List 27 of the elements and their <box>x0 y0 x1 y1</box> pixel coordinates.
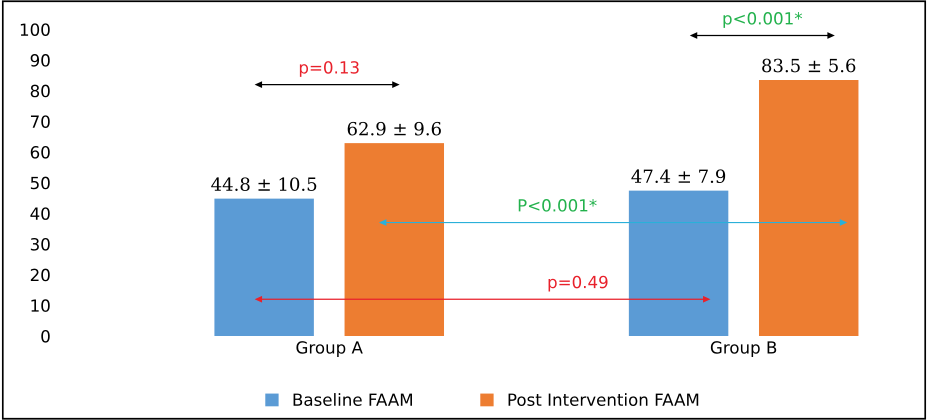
y-tick-label: 80 <box>30 84 50 98</box>
data-label: 83.5 ± 5.6 <box>762 58 856 72</box>
y-tick-label: 50 <box>30 176 50 190</box>
legend-label: Post Intervention FAAM <box>508 393 698 406</box>
y-tick-label: 20 <box>30 268 50 282</box>
y-tick-label: 70 <box>30 115 50 128</box>
data-label: 62.9 ± 9.6 <box>348 122 441 136</box>
data-label: 47.4 ± 7.9 <box>631 169 726 184</box>
bar <box>344 143 444 336</box>
bar <box>214 198 314 336</box>
annotation: p=0.49 <box>548 276 608 292</box>
y-tick-label: 10 <box>31 299 50 312</box>
y-tick-label: 40 <box>30 207 50 220</box>
annotation: P<0.001* <box>518 199 597 212</box>
bar <box>628 190 728 336</box>
x-tick-label: Group B <box>710 341 776 357</box>
y-tick-label: 90 <box>30 54 50 67</box>
x-tick-label: Group A <box>296 341 363 357</box>
bar <box>758 80 858 336</box>
y-tick-label: 60 <box>30 146 50 159</box>
annotation: p=0.13 <box>300 61 359 77</box>
text: p<0.001* <box>724 12 802 28</box>
data-label: 44.8 ± 10.5 <box>211 177 316 191</box>
y-tick-label: 100 <box>20 23 50 36</box>
y-tick-label: 30 <box>30 238 50 251</box>
y-tick-label: 0 <box>41 330 50 343</box>
legend-label: Baseline FAAM <box>294 393 412 406</box>
